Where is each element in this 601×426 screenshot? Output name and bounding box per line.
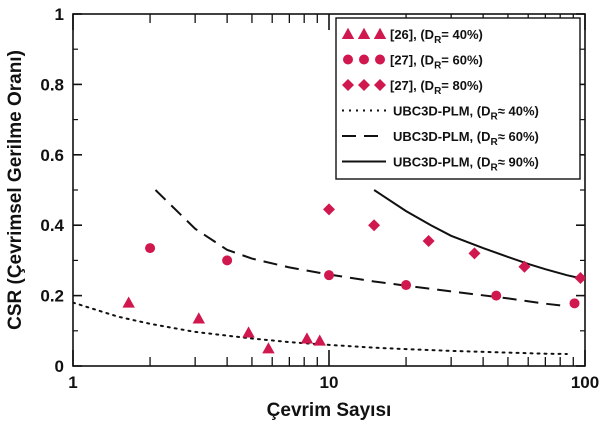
legend-label: UBC3D-PLM, (DR≈ 60%) xyxy=(393,129,539,148)
data-point-series-1 xyxy=(300,332,314,344)
series-line-6 xyxy=(373,189,580,279)
data-point-series-1 xyxy=(262,342,275,354)
data-point-series-3 xyxy=(574,272,585,284)
legend-marker xyxy=(357,27,371,39)
ticks-layer: 0 0.2 0.4 0.6 0.8 1 1 10 100 xyxy=(40,5,599,392)
data-point-series-1 xyxy=(242,326,255,338)
legend-marker xyxy=(341,27,355,39)
legend-marker xyxy=(342,79,354,91)
data-point-series-3 xyxy=(422,235,435,248)
legend-label: UBC3D-PLM, (DR≈ 40%) xyxy=(393,104,539,123)
y-tick-label: 0.8 xyxy=(40,75,64,94)
x-tick-label: 10 xyxy=(320,373,339,392)
legend-marker xyxy=(375,54,385,65)
legend-marker xyxy=(343,54,353,65)
legend-marker xyxy=(373,27,387,39)
y-tick-label: 0 xyxy=(55,357,64,376)
x-tick-label: 100 xyxy=(571,373,599,392)
data-layer xyxy=(73,189,585,355)
data-point-series-2 xyxy=(324,270,334,281)
legend-marker xyxy=(359,54,369,65)
data-point-series-2 xyxy=(145,243,156,254)
data-point-series-3 xyxy=(323,203,335,216)
data-point-series-2 xyxy=(569,298,580,309)
data-point-series-1 xyxy=(122,296,135,308)
y-tick-label: 0.4 xyxy=(40,216,64,235)
data-point-series-3 xyxy=(468,247,481,260)
y-axis-title: CSR (Çevrimsel Gerilme Oranı) xyxy=(5,50,26,330)
data-point-series-2 xyxy=(401,280,412,291)
legend-marker xyxy=(358,79,370,91)
legend-label: UBC3D-PLM, (DR≈ 90%) xyxy=(393,155,539,174)
data-point-series-2 xyxy=(222,255,233,266)
y-tick-label: 1 xyxy=(55,5,64,24)
data-point-series-3 xyxy=(368,219,381,232)
series-line-4 xyxy=(73,301,568,355)
legend-label: [27], (DR= 60%) xyxy=(390,53,483,72)
x-axis-title: Çevrim Sayısı xyxy=(267,400,392,421)
legend-label: [26], (DR= 40%) xyxy=(390,27,483,46)
legend-box xyxy=(335,17,581,180)
legend: [26], (DR= 40%) [27], (DR= 60%) [27], (DR=… xyxy=(335,17,581,180)
data-point-series-2 xyxy=(491,290,502,301)
series-line-5 xyxy=(154,189,568,308)
legend-label: [27], (DR= 80%) xyxy=(390,78,483,97)
data-point-series-1 xyxy=(313,334,326,346)
x-tick-label: 1 xyxy=(68,373,77,392)
y-tick-label: 0.2 xyxy=(40,287,64,306)
y-tick-label: 0.6 xyxy=(40,146,64,165)
data-point-series-3 xyxy=(518,260,531,273)
data-point-series-1 xyxy=(192,312,205,324)
legend-marker xyxy=(374,79,386,91)
